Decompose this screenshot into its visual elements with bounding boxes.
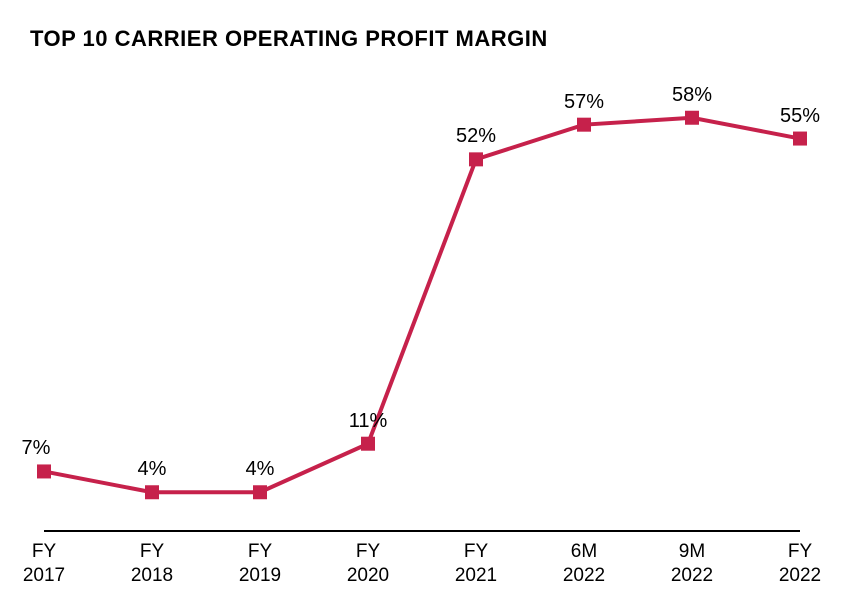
data-marker (577, 118, 591, 132)
x-axis-line (44, 530, 800, 532)
x-tick-label: FY 2017 (23, 540, 65, 588)
data-marker (253, 485, 267, 499)
x-tick-label: 9M 2022 (671, 540, 713, 588)
x-tick-label: 6M 2022 (563, 540, 605, 588)
data-label: 58% (672, 84, 712, 107)
data-label: 52% (456, 125, 496, 148)
series-line (44, 118, 800, 493)
chart-container: { "chart": { "type": "line", "title": "T… (0, 0, 856, 616)
data-marker (793, 132, 807, 146)
x-tick-label: FY 2021 (455, 540, 497, 588)
data-label: 4% (246, 458, 275, 481)
x-tick-label: FY 2019 (239, 540, 281, 588)
data-label: 4% (138, 458, 167, 481)
x-tick-label: FY 2020 (347, 540, 389, 588)
x-tick-label: FY 2022 (779, 540, 821, 588)
data-label: 57% (564, 91, 604, 114)
chart-plot-area: 7%4%4%11%52%57%58%55%FY 2017FY 2018FY 20… (44, 90, 834, 600)
chart-title: TOP 10 CARRIER OPERATING PROFIT MARGIN (30, 26, 548, 52)
data-marker (145, 485, 159, 499)
x-tick-label: FY 2018 (131, 540, 173, 588)
data-label: 11% (349, 410, 388, 433)
data-label: 7% (22, 437, 51, 460)
data-marker (469, 152, 483, 166)
data-marker (37, 464, 51, 478)
data-marker (685, 111, 699, 125)
data-label: 55% (780, 105, 820, 128)
data-marker (361, 437, 375, 451)
